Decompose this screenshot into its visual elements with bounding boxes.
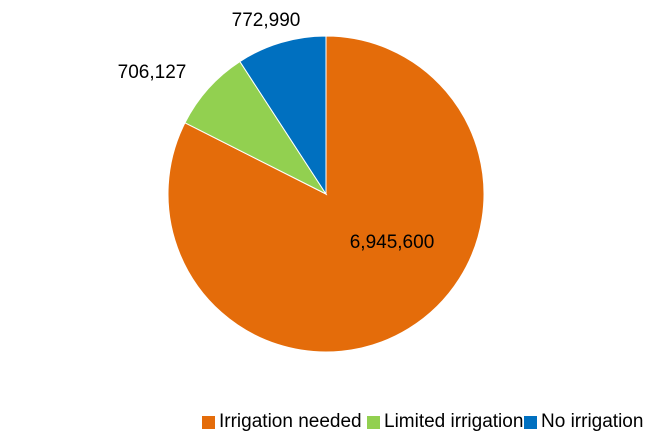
pie-data-labels: 6,945,600 706,127 772,990 (118, 10, 435, 253)
data-label-limited-irrigation: 706,127 (118, 62, 187, 83)
legend-item-limited-irrigation: Limited irrigation (367, 410, 523, 434)
pie-slices (167, 35, 485, 353)
data-label-no-irrigation: 772,990 (232, 10, 301, 31)
legend-item-irrigation-needed: Irrigation needed (202, 410, 362, 434)
legend-label-no-irrigation: No irrigation (541, 411, 644, 432)
legend: Irrigation needed Limited irrigation No … (0, 410, 651, 434)
legend-label-irrigation-needed: Irrigation needed (219, 411, 362, 432)
legend-swatch-no-irrigation (524, 415, 537, 429)
legend-item-no-irrigation: No irrigation (524, 410, 643, 434)
data-label-irrigation-needed: 6,945,600 (350, 232, 435, 253)
legend-swatch-irrigation-needed (202, 415, 215, 429)
pie-slice-no-irrigation (239, 35, 327, 196)
legend-swatch-limited-irrigation (367, 415, 380, 429)
legend-label-limited-irrigation: Limited irrigation (384, 411, 524, 432)
pie-chart: 6,945,600 706,127 772,990 (118, 10, 485, 353)
